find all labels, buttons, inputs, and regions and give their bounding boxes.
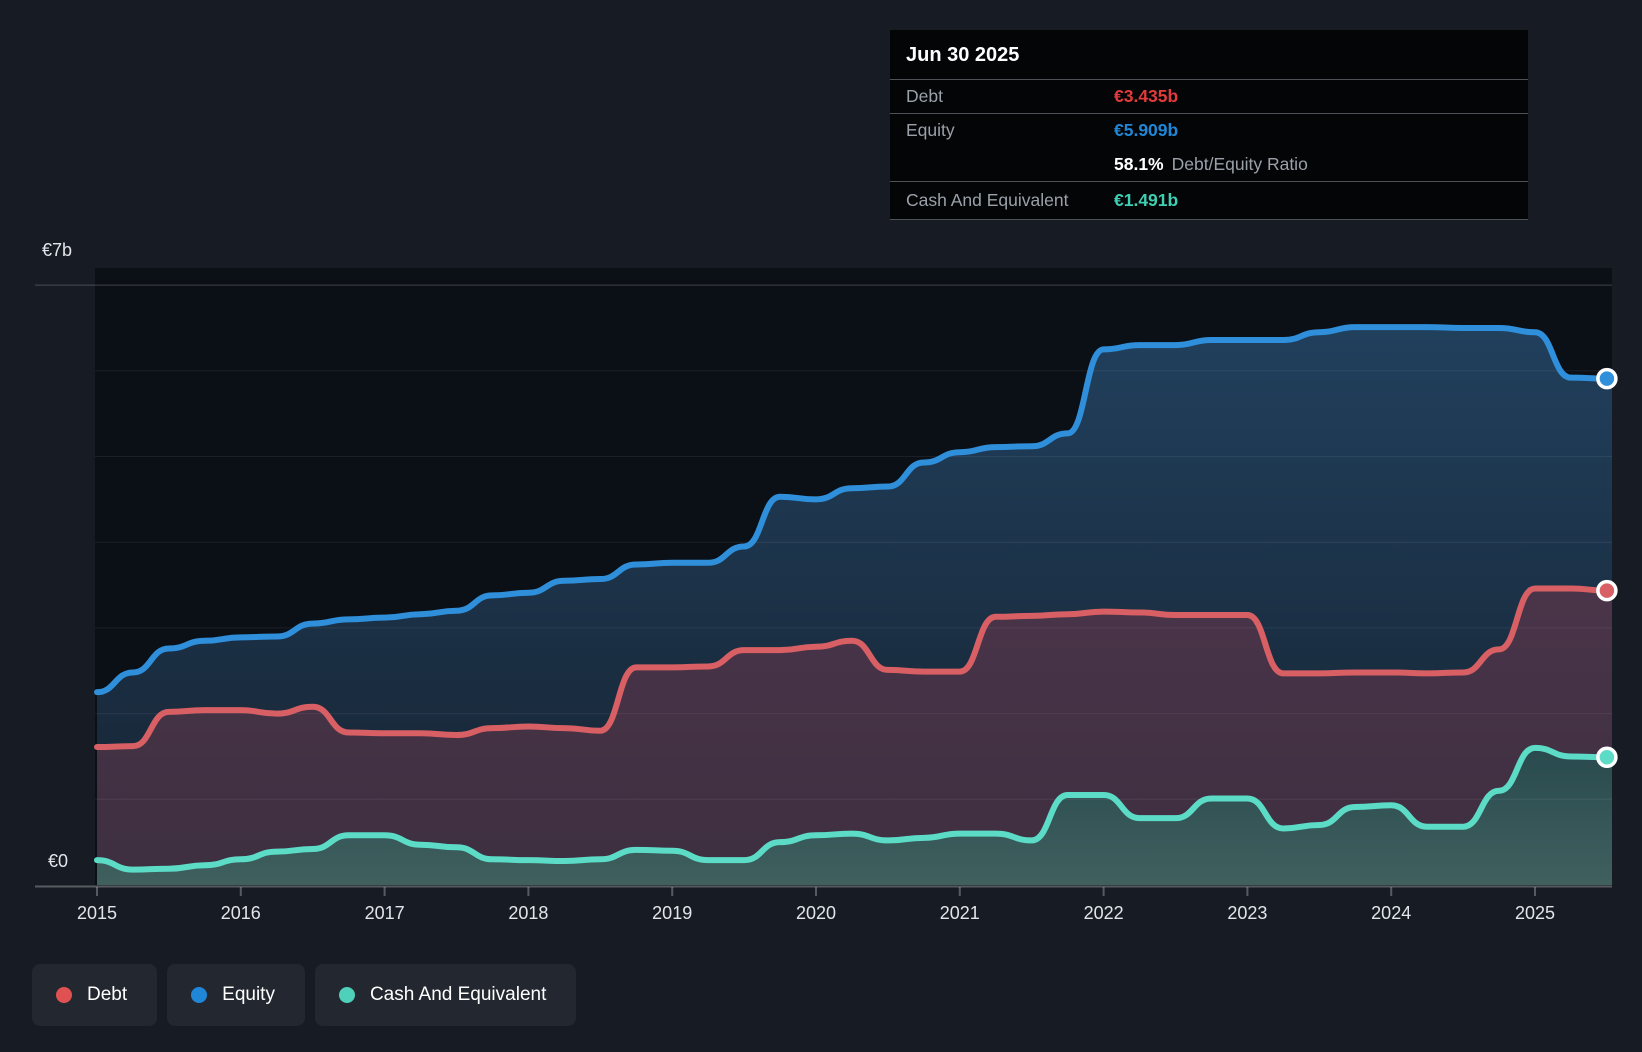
x-axis-label-2021: 2021: [940, 903, 980, 923]
tooltip-cash-row: Cash And Equivalent €1.491b: [890, 181, 1528, 220]
cash-legend-dot-icon: [339, 987, 355, 1003]
x-axis-label-2015: 2015: [77, 903, 117, 923]
x-axis-label-2020: 2020: [796, 903, 836, 923]
legend-item-equity[interactable]: Equity: [167, 964, 305, 1026]
legend-cash-label: Cash And Equivalent: [370, 984, 546, 1006]
chart-tooltip: Jun 30 2025 Debt €3.435b Equity €5.909b …: [890, 30, 1528, 220]
tooltip-ratio-value: 58.1%: [1114, 154, 1164, 175]
equity-endpoint-dot[interactable]: [1598, 370, 1616, 388]
tooltip-debt-row: Debt €3.435b: [890, 79, 1528, 113]
x-axis-label-2019: 2019: [652, 903, 692, 923]
tooltip-ratio-label: Debt/Equity Ratio: [1172, 154, 1308, 175]
tooltip-equity-label: Equity: [906, 120, 1114, 141]
debt-equity-chart-page: 2015 2016 2017 2018 2019 2020 2021 2022 2023 2024…: [0, 0, 1642, 1052]
x-axis-label-2016: 2016: [221, 903, 261, 923]
cash-and-equivalent-endpoint-dot[interactable]: [1598, 748, 1616, 766]
x-axis-label-2023: 2023: [1227, 903, 1267, 923]
chart-legend: Debt Equity Cash And Equivalent: [32, 964, 576, 1026]
debt-legend-dot-icon: [56, 987, 72, 1003]
equity-legend-dot-icon: [191, 987, 207, 1003]
tooltip-cash-label: Cash And Equivalent: [906, 190, 1114, 211]
x-axis-label-2025: 2025: [1515, 903, 1555, 923]
legend-debt-label: Debt: [87, 984, 127, 1006]
y-axis-label-7b: €7b: [42, 240, 72, 261]
debt-endpoint-dot[interactable]: [1598, 582, 1616, 600]
x-axis-label-2024: 2024: [1371, 903, 1411, 923]
tooltip-debt-label: Debt: [906, 86, 1114, 107]
tooltip-ratio-row: 58.1% Debt/Equity Ratio: [890, 147, 1528, 181]
tooltip-equity-value: €5.909b: [1114, 120, 1178, 141]
x-axis-label-2018: 2018: [508, 903, 548, 923]
y-axis-label-0: €0: [48, 851, 68, 872]
legend-equity-label: Equity: [222, 984, 275, 1006]
x-axis-label-2017: 2017: [365, 903, 405, 923]
legend-item-debt[interactable]: Debt: [32, 964, 157, 1026]
legend-item-cash[interactable]: Cash And Equivalent: [315, 964, 576, 1026]
tooltip-debt-value: €3.435b: [1114, 86, 1178, 107]
tooltip-cash-value: €1.491b: [1114, 190, 1178, 211]
tooltip-equity-row: Equity €5.909b: [890, 113, 1528, 147]
tooltip-date: Jun 30 2025: [890, 30, 1528, 79]
x-axis-label-2022: 2022: [1084, 903, 1124, 923]
